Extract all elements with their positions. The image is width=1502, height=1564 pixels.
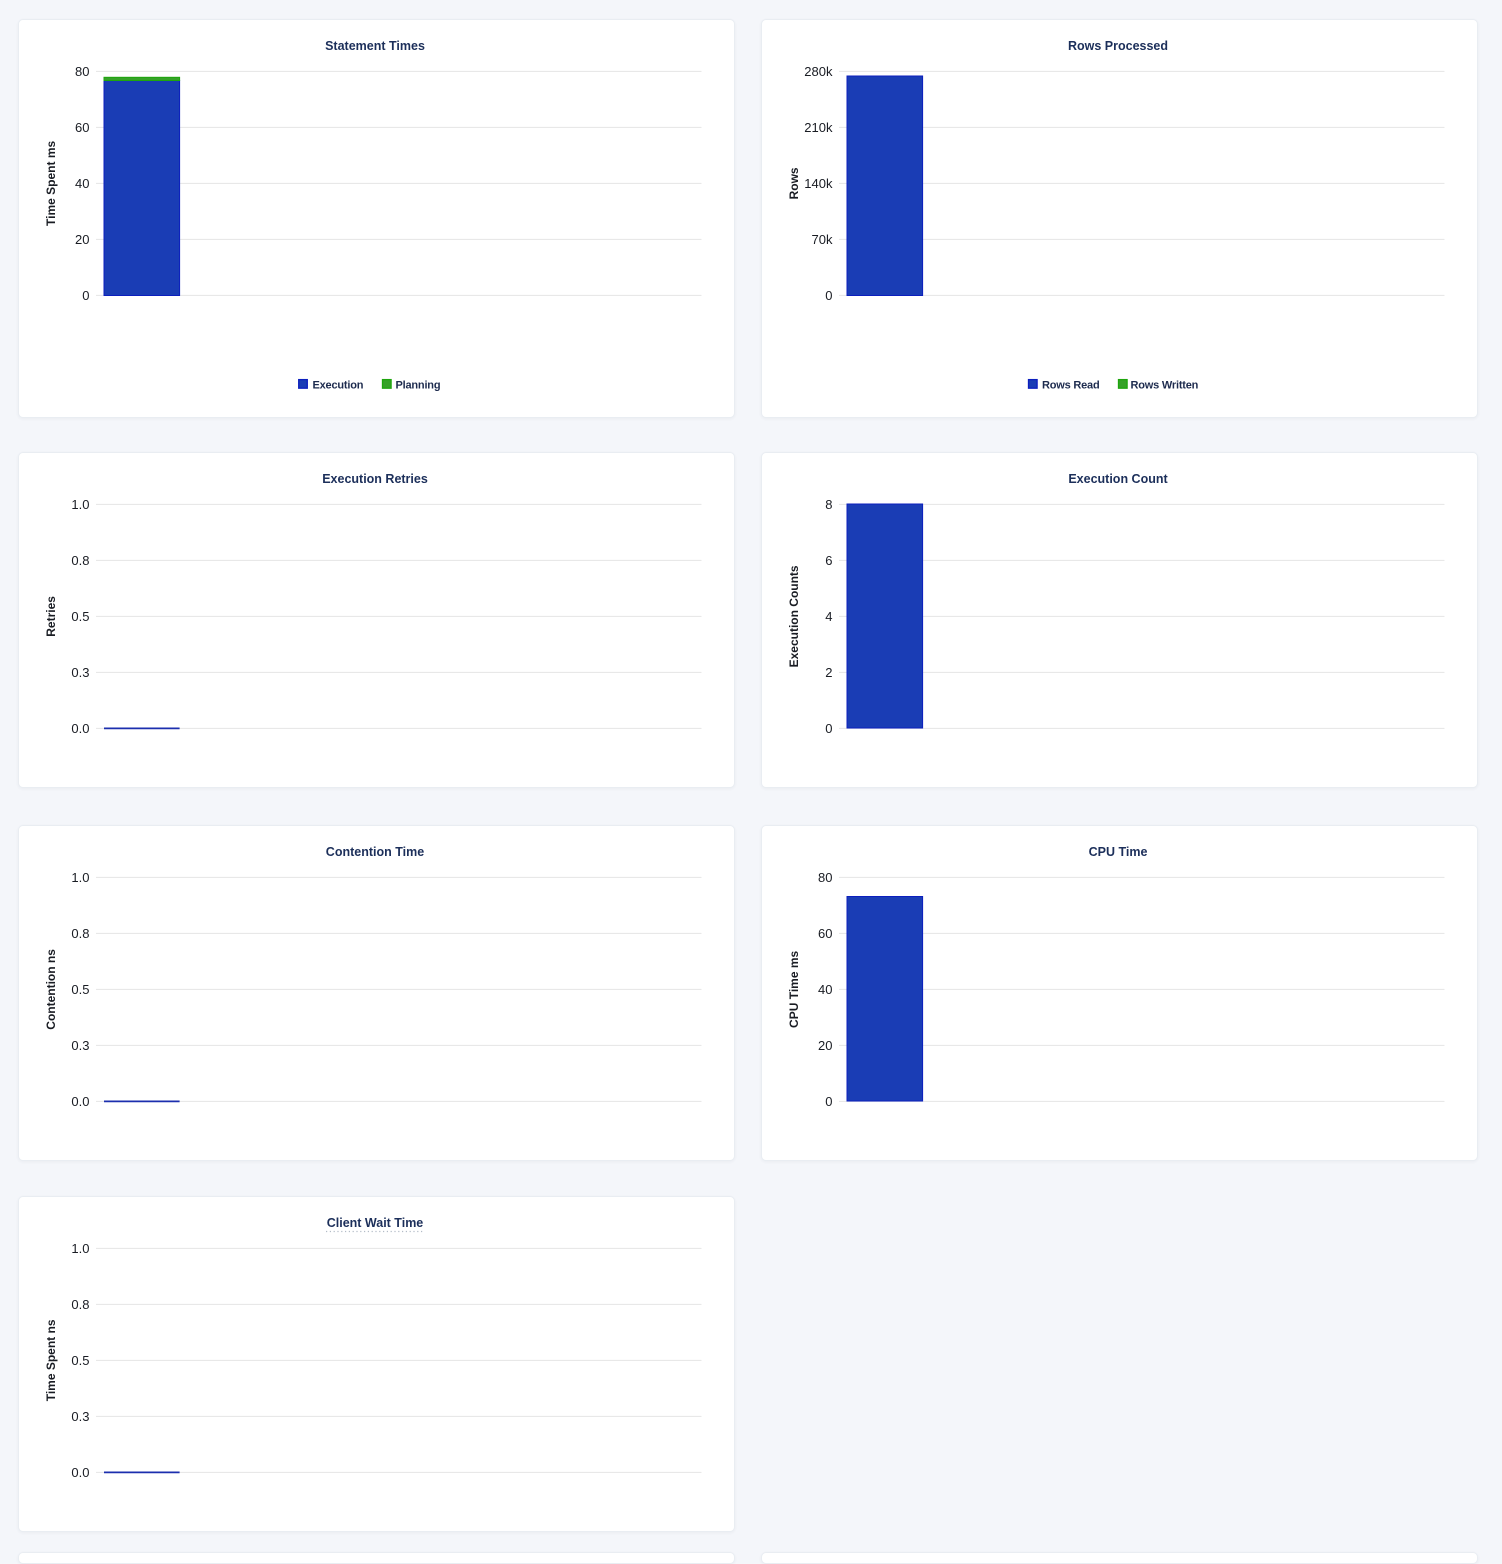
svg-text:70k: 70k <box>812 232 833 247</box>
svg-text:20: 20 <box>75 232 89 247</box>
svg-text:140k: 140k <box>804 176 833 191</box>
svg-text:0: 0 <box>825 1094 832 1109</box>
svg-text:Execution Counts: Execution Counts <box>787 565 801 667</box>
svg-text:Planning: Planning <box>396 379 441 391</box>
svg-text:Execution: Execution <box>313 379 364 391</box>
svg-text:Contention ns: Contention ns <box>44 949 58 1030</box>
svg-text:Rows Processed: Rows Processed <box>1068 39 1168 53</box>
svg-text:Time Spent ns: Time Spent ns <box>44 1319 58 1401</box>
svg-text:Retries: Retries <box>44 596 58 637</box>
svg-text:Client Wait Time: Client Wait Time <box>327 1216 424 1230</box>
svg-text:0.5: 0.5 <box>71 982 89 997</box>
svg-text:0: 0 <box>82 288 89 303</box>
svg-text:Execution Retries: Execution Retries <box>322 472 428 486</box>
svg-text:40: 40 <box>818 982 832 997</box>
svg-text:8: 8 <box>825 497 832 512</box>
svg-text:0.8: 0.8 <box>71 553 89 568</box>
svg-text:1.0: 1.0 <box>71 1241 89 1256</box>
svg-text:0.0: 0.0 <box>71 1094 89 1109</box>
svg-text:0: 0 <box>825 288 832 303</box>
svg-text:1.0: 1.0 <box>71 497 89 512</box>
svg-text:1.0: 1.0 <box>71 870 89 885</box>
svg-text:60: 60 <box>75 120 89 135</box>
svg-text:0.3: 0.3 <box>71 665 89 680</box>
svg-text:0.5: 0.5 <box>71 609 89 624</box>
svg-text:Time Spent ms: Time Spent ms <box>44 141 58 226</box>
svg-text:Rows Written: Rows Written <box>1131 379 1199 391</box>
svg-text:0.3: 0.3 <box>71 1409 89 1424</box>
svg-text:0.8: 0.8 <box>71 1297 89 1312</box>
svg-text:0.8: 0.8 <box>71 926 89 941</box>
svg-text:6: 6 <box>825 553 832 568</box>
svg-text:Statement Times: Statement Times <box>325 39 425 53</box>
svg-text:20: 20 <box>818 1038 832 1053</box>
svg-text:Contention Time: Contention Time <box>326 845 424 859</box>
svg-text:CPU Time ms: CPU Time ms <box>787 951 801 1028</box>
svg-text:0: 0 <box>825 721 832 736</box>
svg-text:40: 40 <box>75 176 89 191</box>
svg-text:2: 2 <box>825 665 832 680</box>
svg-text:0.0: 0.0 <box>71 1465 89 1480</box>
svg-text:210k: 210k <box>804 120 833 135</box>
svg-text:Execution Count: Execution Count <box>1068 472 1168 486</box>
svg-text:280k: 280k <box>804 64 833 79</box>
svg-text:Rows: Rows <box>787 167 801 199</box>
svg-text:4: 4 <box>825 609 832 624</box>
svg-text:0.0: 0.0 <box>71 721 89 736</box>
svg-text:Rows Read: Rows Read <box>1042 379 1100 391</box>
svg-text:0.3: 0.3 <box>71 1038 89 1053</box>
svg-text:80: 80 <box>818 870 832 885</box>
svg-text:CPU Time: CPU Time <box>1089 845 1148 859</box>
svg-text:60: 60 <box>818 926 832 941</box>
svg-text:80: 80 <box>75 64 89 79</box>
svg-text:0.5: 0.5 <box>71 1353 89 1368</box>
